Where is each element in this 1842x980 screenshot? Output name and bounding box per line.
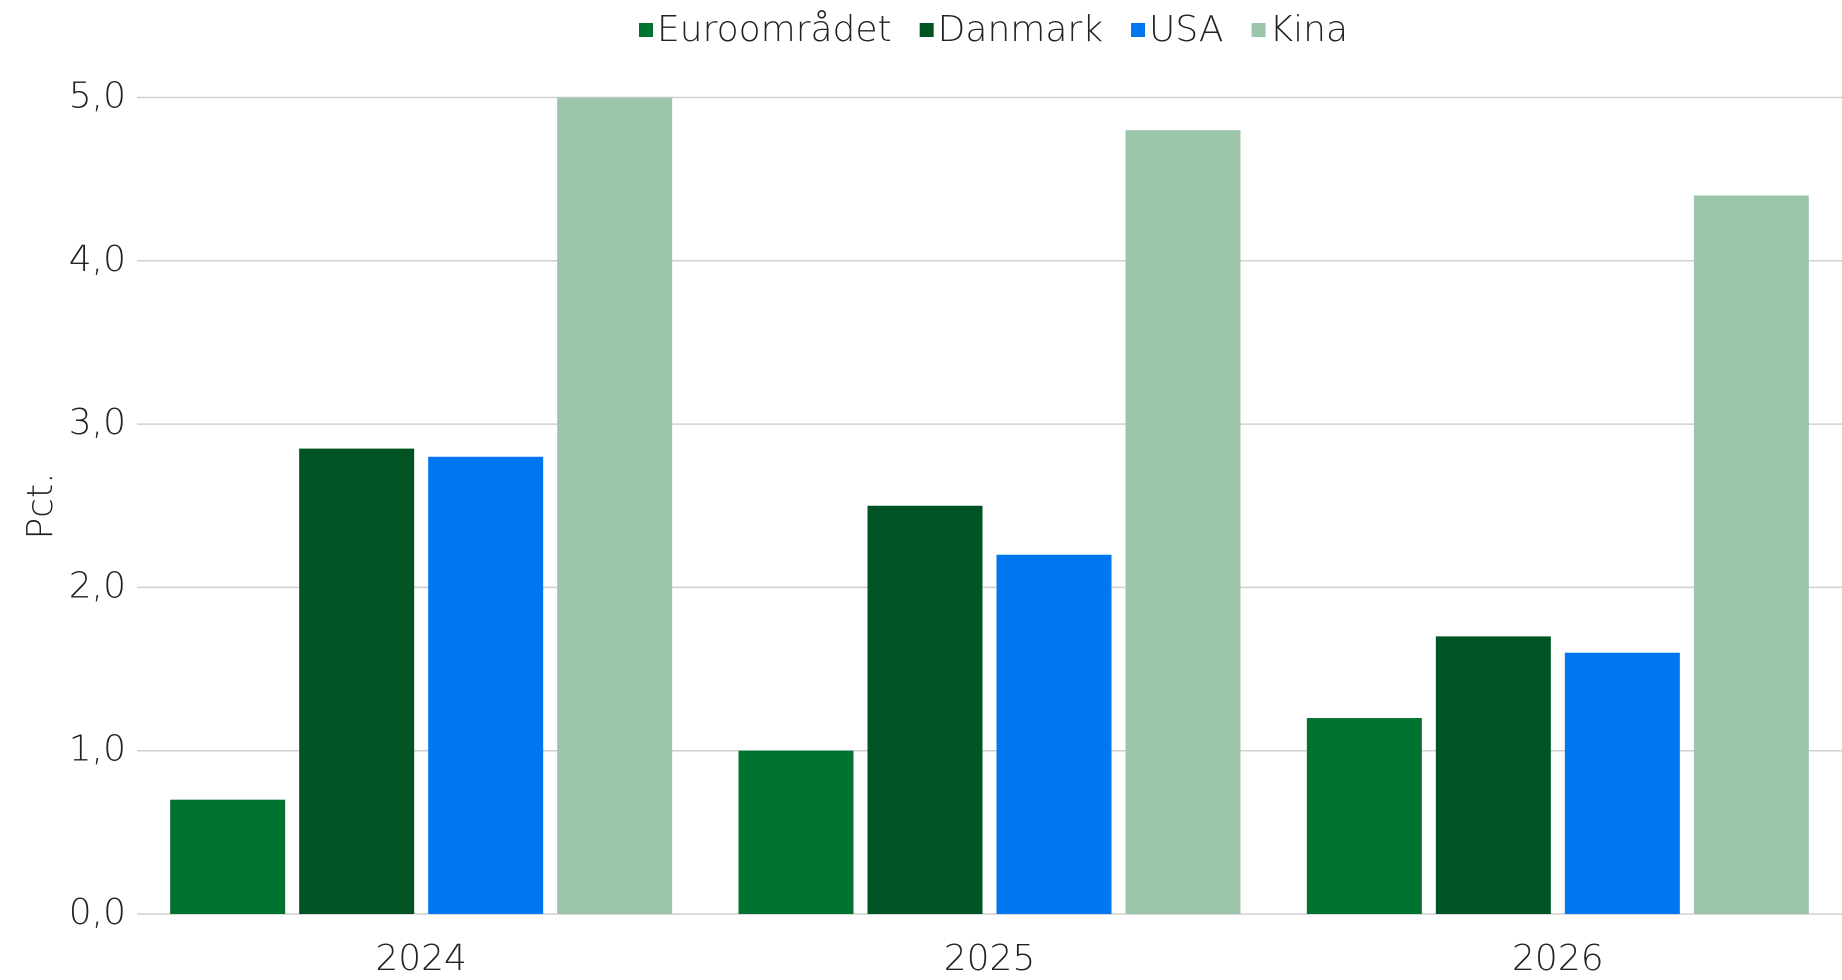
y-axis-label: Pct. [20, 472, 61, 539]
bar [557, 97, 673, 914]
legend-swatch [919, 23, 934, 37]
bar [299, 448, 415, 914]
bar [1306, 718, 1422, 914]
legend-swatch [1131, 23, 1146, 37]
bar [1693, 195, 1809, 915]
y-tick-label: 2,0 [69, 565, 126, 606]
legend-label: Kina [1270, 9, 1349, 50]
x-tick-label: 2025 [944, 938, 1036, 979]
bar [170, 799, 286, 914]
y-tick-label: 4,0 [69, 239, 126, 280]
legend-swatch [1251, 23, 1266, 37]
bar [1125, 130, 1241, 914]
bar [428, 456, 544, 914]
bar [867, 505, 983, 914]
legend-label: USA [1149, 9, 1224, 50]
x-tick-label: 2026 [1512, 938, 1604, 979]
y-tick-label: 0,0 [69, 892, 126, 933]
legend-label: Euroområdet [657, 9, 892, 50]
bar [1564, 652, 1680, 914]
bar [738, 750, 854, 914]
bar [1435, 636, 1551, 914]
legend-swatch [639, 23, 653, 37]
y-tick-label: 3,0 [69, 402, 126, 443]
bar [996, 554, 1112, 914]
legend-label: Danmark [938, 9, 1103, 50]
y-tick-label: 5,0 [69, 76, 126, 117]
y-tick-label: 1,0 [69, 729, 126, 770]
x-tick-label: 2024 [375, 938, 467, 979]
